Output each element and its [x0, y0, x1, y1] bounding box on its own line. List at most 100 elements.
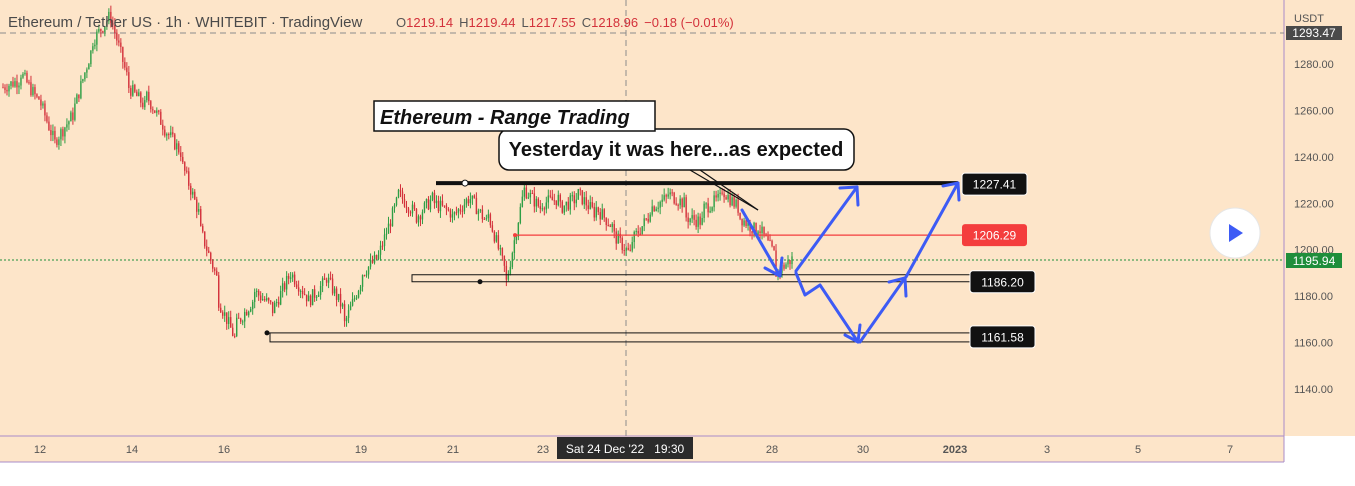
callout-pointer-2: [699, 169, 759, 211]
candle-body: [491, 225, 494, 232]
candle-body: [561, 201, 563, 213]
date-tick-label: 19: [355, 444, 367, 456]
candle-body: [162, 124, 164, 130]
candle-body: [230, 317, 232, 328]
annotation-title[interactable]: Ethereum - Range Trading: [373, 100, 656, 132]
candle-body: [577, 189, 579, 200]
candle-body: [2, 87, 4, 89]
candle-body: [555, 200, 557, 206]
candle-body: [657, 207, 659, 209]
candle-body: [713, 195, 715, 208]
candle-body: [523, 187, 526, 197]
candle-body: [413, 204, 416, 209]
candle-body: [311, 289, 314, 306]
red-level-handle: [513, 233, 517, 238]
candle-body: [423, 202, 426, 213]
candle-body: [403, 199, 406, 207]
candle-body: [267, 298, 270, 301]
candle-body: [627, 247, 629, 250]
price-axis[interactable]: [1284, 0, 1355, 436]
candle-body: [391, 208, 394, 227]
play-button[interactable]: [1209, 207, 1261, 259]
candle-body: [757, 231, 759, 236]
support-1-label: 1186.20: [981, 275, 1024, 289]
candle-body: [202, 226, 204, 232]
candle-body: [238, 317, 240, 319]
candle-body: [367, 266, 370, 275]
candle-body: [385, 233, 388, 235]
candle-body: [86, 69, 88, 73]
candle-body: [651, 206, 653, 215]
candle-body: [527, 197, 530, 199]
candle-body: [439, 200, 442, 212]
candle-body: [639, 233, 641, 235]
candle-body: [188, 171, 190, 186]
candle-body: [297, 287, 300, 292]
candle-body: [8, 85, 10, 92]
candle-body: [453, 212, 456, 215]
candle-body: [78, 94, 80, 99]
price-axis-labels: USDT 1140.001160.001180.001200.001220.00…: [1286, 13, 1342, 396]
candle-body: [745, 220, 747, 226]
candle-body: [571, 195, 573, 197]
candle-body: [126, 67, 128, 73]
candle-body: [241, 321, 244, 323]
date-tick-label: 5: [1135, 444, 1141, 456]
candle-body: [645, 218, 647, 220]
plot-area[interactable]: [0, 0, 1284, 436]
high-label: H: [459, 15, 468, 30]
candle-body: [429, 199, 432, 210]
candle-body: [92, 46, 94, 51]
candle-body: [667, 194, 669, 197]
candle-body: [303, 293, 306, 295]
candle-body: [174, 134, 176, 150]
candle-body: [587, 205, 589, 209]
candle-body: [755, 222, 757, 236]
candle-body: [4, 87, 6, 90]
candle-body: [80, 81, 82, 99]
candle-body: [140, 92, 142, 103]
candle-body: [701, 218, 703, 225]
candle-body: [613, 224, 615, 232]
candle-body: [192, 191, 194, 195]
projection-arrows: [740, 181, 961, 344]
candle-body: [763, 226, 765, 235]
candle-body: [222, 312, 224, 316]
candle-body: [481, 209, 484, 219]
candle-body: [511, 252, 514, 267]
candle-body: [479, 209, 482, 211]
candle-body: [445, 205, 448, 210]
candle-body: [208, 250, 210, 253]
candle-body: [226, 312, 228, 324]
candle-body: [669, 192, 671, 195]
candle-body: [134, 85, 136, 92]
annotation-callout[interactable]: Yesterday it was here...as expected: [498, 128, 855, 211]
candle-body: [393, 205, 396, 209]
candle-body: [347, 310, 350, 318]
low-label: L: [522, 15, 529, 30]
candle-body: [66, 124, 68, 128]
candle-body: [493, 231, 496, 242]
candle-body: [431, 192, 434, 200]
candle-body: [371, 260, 374, 263]
candle-body: [395, 197, 398, 206]
candle-body: [365, 274, 368, 276]
candle-body: [731, 197, 733, 206]
candle-body: [315, 296, 318, 298]
candle-body: [339, 293, 342, 307]
candle-body: [124, 61, 126, 68]
candle-body: [615, 231, 617, 244]
high-value: 1219.44: [469, 15, 516, 30]
candle-body: [709, 210, 711, 213]
candle-body: [733, 197, 735, 207]
candle-body: [265, 298, 268, 301]
candle-body: [6, 89, 8, 92]
play-icon[interactable]: [1229, 224, 1243, 242]
candle-body: [507, 273, 510, 280]
candle-body: [375, 255, 378, 259]
candle-body: [693, 215, 695, 220]
candle-body: [152, 109, 154, 111]
candle-body: [158, 110, 160, 112]
